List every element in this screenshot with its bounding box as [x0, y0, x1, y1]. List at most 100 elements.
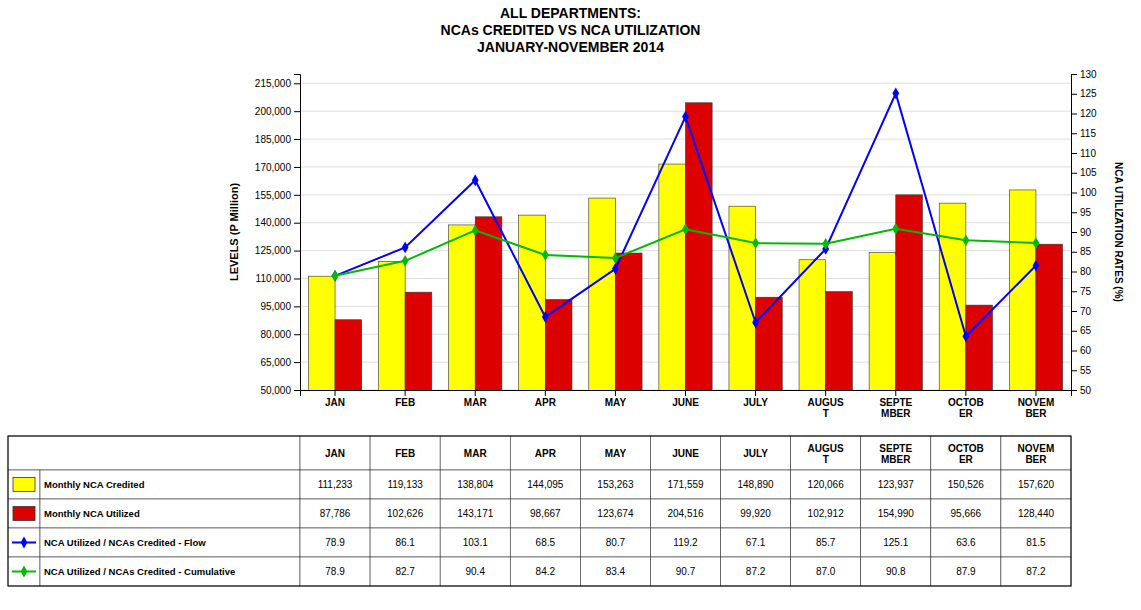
- table-header: JAN: [325, 448, 345, 459]
- tick-mark: [895, 390, 896, 396]
- tick: 65,000: [260, 357, 300, 368]
- row-label: Monthly NCA Credited: [44, 479, 145, 490]
- tick-mark: [1071, 311, 1077, 312]
- text-line: OCTOB: [948, 443, 984, 454]
- tick-label: MAR: [464, 397, 488, 408]
- row-label: Monthly NCA Utilized: [44, 508, 140, 519]
- table-cell: [510, 436, 580, 470]
- tick: 50,000: [260, 385, 300, 396]
- marker: [682, 223, 689, 235]
- text-line: APR: [535, 448, 557, 459]
- table-cell: [510, 470, 580, 499]
- bar: [475, 217, 502, 390]
- tick-label: 125: [1080, 88, 1097, 99]
- marker: [892, 223, 899, 235]
- table-value: 67.1: [746, 537, 766, 548]
- text-line: JUNE: [672, 448, 699, 459]
- text-line: MBER: [881, 454, 911, 465]
- table-cell: [370, 528, 440, 557]
- text-line: ER: [959, 408, 974, 419]
- tick-mark: [475, 390, 476, 396]
- tick-mark: [294, 390, 300, 391]
- table-value: 123,937: [878, 479, 915, 490]
- legend-marker: [21, 537, 28, 549]
- table-value: 153,263: [597, 479, 634, 490]
- marker: [962, 234, 969, 246]
- marker: [752, 317, 759, 329]
- table-value: 103.1: [463, 537, 488, 548]
- table-cell: [40, 470, 300, 499]
- legend-swatch: [13, 507, 35, 521]
- marker: [752, 237, 759, 249]
- tick: 125: [1071, 88, 1097, 99]
- tick: NOVEMBER: [1018, 390, 1055, 419]
- table-cell: [791, 528, 861, 557]
- text-line: ALL DEPARTMENTS:: [500, 5, 641, 21]
- text-line: JULY: [743, 397, 768, 408]
- table-header: SEPTEMBER: [879, 443, 912, 465]
- tick-mark: [825, 390, 826, 396]
- marker: [962, 330, 969, 342]
- table-cell: [510, 499, 580, 528]
- table-header: FEB: [395, 448, 415, 459]
- tick-label: 70: [1080, 306, 1092, 317]
- tick-mark: [294, 139, 300, 140]
- tick-mark: [1071, 133, 1077, 134]
- table-cell: [580, 528, 650, 557]
- text-line: T: [823, 454, 829, 465]
- text-line: ER: [959, 454, 974, 465]
- table-value: 98,667: [530, 508, 561, 519]
- tick: 95: [1071, 207, 1092, 218]
- tick-label: 60: [1080, 345, 1092, 356]
- text-line: BER: [1025, 454, 1047, 465]
- bar: [335, 320, 362, 390]
- table-value: 150,526: [948, 479, 985, 490]
- tick: AUGUST: [808, 390, 844, 419]
- table-cell: [791, 499, 861, 528]
- table-value: 82.7: [395, 566, 415, 577]
- table-value: 80.7: [606, 537, 626, 548]
- tick-label: 90: [1080, 227, 1092, 238]
- tick-label: 125,000: [255, 245, 292, 256]
- text-line: MAR: [464, 448, 488, 459]
- row-label: NCA Utilized / NCAs Credited - Cumulativ…: [44, 566, 235, 577]
- table-cell: [580, 557, 650, 586]
- tick-label: JUNE: [672, 397, 699, 408]
- line: [335, 93, 1036, 336]
- title: ALL DEPARTMENTS:NCAs CREDITED VS NCA UTI…: [441, 5, 701, 55]
- table-cell: [8, 470, 40, 499]
- text-line: JUNE: [672, 397, 699, 408]
- tick-mark: [405, 390, 406, 396]
- tick-mark: [965, 390, 966, 396]
- legend-marker: [21, 566, 28, 578]
- table-value: 83.4: [606, 566, 626, 577]
- table-cell: [8, 528, 40, 557]
- table-value: 68.5: [536, 537, 556, 548]
- tick-label: 140,000: [255, 217, 292, 228]
- marker: [402, 255, 409, 267]
- tick-mark: [1071, 291, 1077, 292]
- marker: [1033, 260, 1040, 272]
- table-value: 143,171: [457, 508, 494, 519]
- table-cell: [510, 528, 580, 557]
- tick-label: 80,000: [260, 329, 291, 340]
- tick-mark: [1071, 212, 1077, 213]
- bar: [869, 253, 896, 390]
- tick: 125,000: [255, 245, 300, 256]
- text-line: AUGUS: [808, 443, 844, 454]
- tick-label: FEB: [395, 397, 415, 408]
- tick: MAR: [464, 390, 488, 408]
- tick: 215,000: [255, 78, 300, 89]
- bar: [589, 198, 616, 390]
- table-value: 99,920: [740, 508, 771, 519]
- table-cell: [300, 470, 370, 499]
- tick-label: 120: [1080, 108, 1097, 119]
- table-cell: [300, 557, 370, 586]
- table-header: JUNE: [672, 448, 699, 459]
- tick-mark: [294, 251, 300, 252]
- text-line: JULY: [743, 448, 768, 459]
- text-line: SEPTE: [879, 443, 912, 454]
- tick: JUNE: [672, 390, 699, 408]
- tick: JAN: [325, 390, 345, 408]
- tick-mark: [1071, 153, 1077, 154]
